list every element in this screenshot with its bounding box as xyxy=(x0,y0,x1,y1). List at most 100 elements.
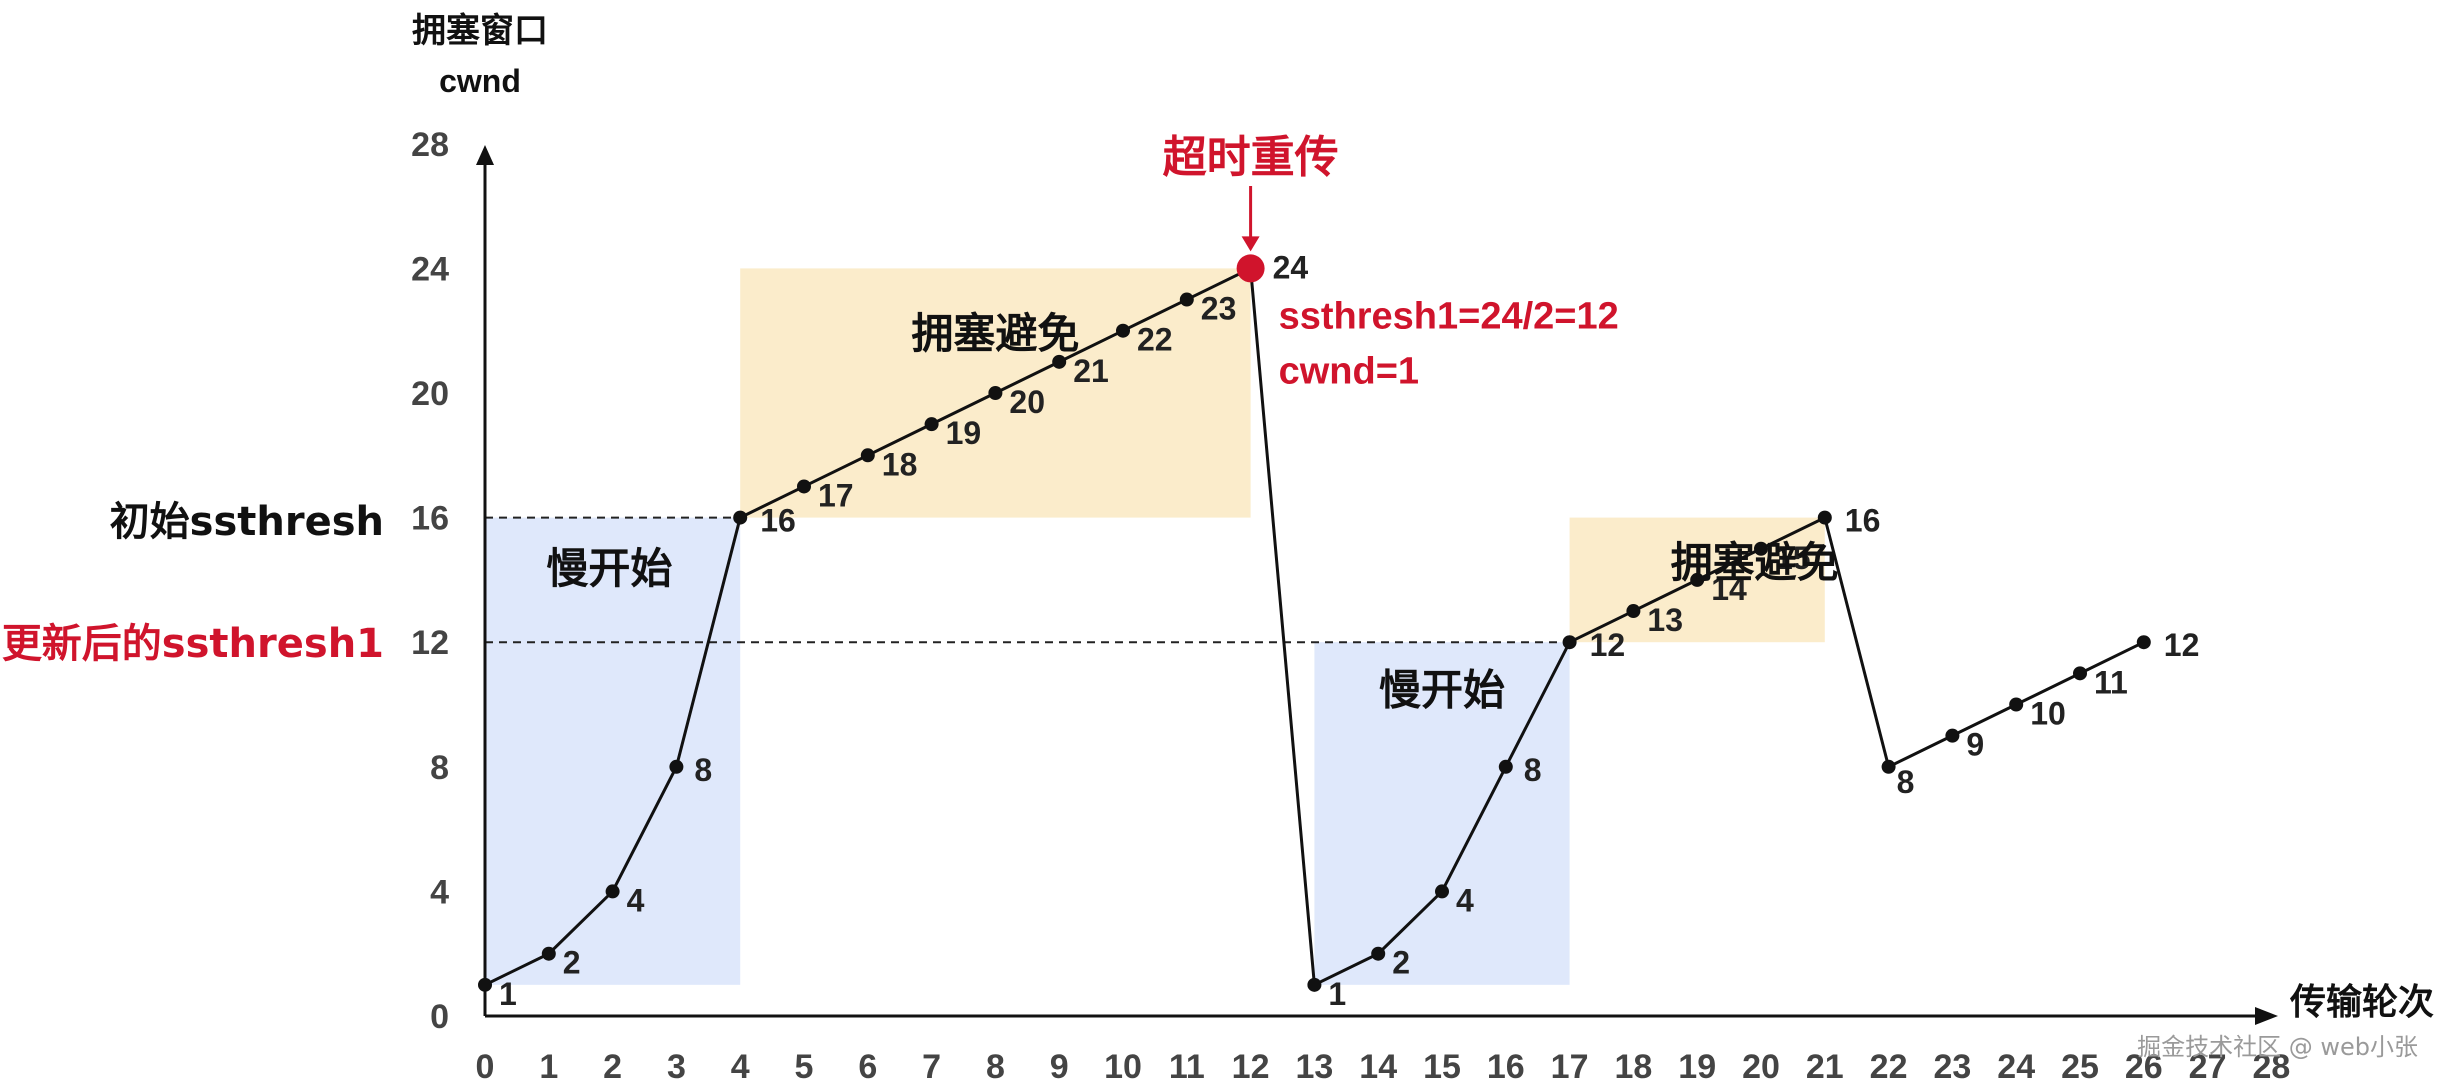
y-tick-label: 4 xyxy=(430,873,449,911)
y-tick-label: 28 xyxy=(411,126,449,164)
point-value-label: 13 xyxy=(1647,602,1683,638)
point-value-label: 15 xyxy=(1775,540,1811,576)
point-value-label: 14 xyxy=(1711,571,1747,607)
point-value-label: 8 xyxy=(694,752,712,788)
timeout-arrow-head-icon xyxy=(1241,236,1260,252)
x-tick-label: 3 xyxy=(667,1048,686,1086)
ssthresh-formula: ssthresh1=24/2=12 xyxy=(1279,295,1619,337)
y-axis-arrow-icon xyxy=(476,145,494,165)
x-tick-label: 7 xyxy=(922,1048,941,1086)
point-value-label: 23 xyxy=(1201,291,1237,327)
point-value-label: 4 xyxy=(1456,882,1474,918)
point-value-label: 12 xyxy=(1590,627,1626,663)
y-axis-title: 拥塞窗口 xyxy=(412,11,548,51)
point-value-label: 9 xyxy=(1966,727,1984,763)
x-tick-label: 17 xyxy=(1551,1048,1589,1086)
data-point xyxy=(1881,759,1896,774)
point-value-label: 1 xyxy=(1328,976,1346,1012)
data-point xyxy=(605,884,620,899)
x-tick-label: 20 xyxy=(1742,1048,1780,1086)
x-tick-label: 15 xyxy=(1423,1048,1461,1086)
slow-start-label-2: 慢开始 xyxy=(1379,666,1505,715)
x-tick-label: 18 xyxy=(1614,1048,1652,1086)
slow-start-label: 慢开始 xyxy=(546,544,672,593)
data-point xyxy=(1307,977,1322,992)
x-tick-label: 24 xyxy=(1997,1048,2035,1086)
point-value-label: 24 xyxy=(1273,249,1309,285)
data-point xyxy=(1626,604,1641,619)
data-point xyxy=(1435,884,1449,899)
data-point xyxy=(2009,697,2024,712)
x-tick-label: 21 xyxy=(1806,1048,1844,1086)
point-value-label: 11 xyxy=(2094,664,2128,700)
slow-start-region xyxy=(1314,642,1570,985)
series-layer xyxy=(478,254,2151,992)
data-point xyxy=(1116,323,1130,338)
y-tick-label: 24 xyxy=(411,250,449,288)
x-tick-label: 5 xyxy=(795,1048,814,1086)
x-tick-label: 19 xyxy=(1678,1048,1716,1086)
x-tick-label: 1 xyxy=(539,1048,558,1086)
data-point xyxy=(1754,541,1768,556)
data-point xyxy=(2073,666,2087,681)
x-tick-label: 2 xyxy=(603,1048,622,1086)
x-tick-label: 0 xyxy=(476,1048,495,1086)
y-tick-label: 12 xyxy=(411,624,449,662)
point-value-label: 18 xyxy=(882,446,918,482)
y-tick-label: 8 xyxy=(430,749,449,787)
timeout-point xyxy=(1236,254,1265,283)
data-point xyxy=(1498,759,1513,774)
updated-ssthresh-label: 更新后的ssthresh1 xyxy=(2,621,384,667)
y-tick-label: 16 xyxy=(411,500,449,538)
point-value-label: 16 xyxy=(760,503,796,539)
data-point xyxy=(733,510,748,525)
congestion-avoidance-label-2: 拥塞避免 xyxy=(1671,538,1839,587)
threshold-lines xyxy=(485,516,1570,644)
x-tick-label: 4 xyxy=(731,1048,750,1086)
slow-start-region xyxy=(485,517,741,985)
x-tick-label: 6 xyxy=(858,1048,877,1086)
timeout-label: 超时重传 xyxy=(1163,132,1339,183)
data-point xyxy=(1052,354,1067,369)
data-point xyxy=(924,417,939,432)
congestion-avoidance-label: 拥塞避免 xyxy=(911,309,1079,358)
point-value-label: 8 xyxy=(1524,752,1542,788)
point-value-label: 17 xyxy=(818,477,854,513)
x-axis-arrow-icon xyxy=(2255,1007,2278,1025)
x-tick-label: 22 xyxy=(1870,1048,1908,1086)
timeout-arrow-icon xyxy=(1241,186,1260,252)
data-point xyxy=(1817,510,1832,525)
data-point xyxy=(1562,635,1577,650)
data-labels: 1248161718192021222324124812131415168910… xyxy=(499,249,2199,1011)
x-tick-label: 16 xyxy=(1487,1048,1525,1086)
x-tick-label: 13 xyxy=(1295,1048,1333,1086)
point-value-label: 12 xyxy=(2164,627,2200,663)
point-value-label: 1 xyxy=(499,976,517,1012)
point-value-label: 20 xyxy=(1009,384,1045,420)
x-tick-label: 8 xyxy=(986,1048,1005,1086)
y-tick-label: 20 xyxy=(411,375,449,413)
data-point xyxy=(478,977,492,992)
point-value-label: 16 xyxy=(1845,503,1881,539)
data-point xyxy=(2136,635,2151,650)
x-tick-label: 11 xyxy=(1169,1048,1205,1086)
point-value-label: 22 xyxy=(1137,322,1173,358)
data-point xyxy=(797,479,811,494)
x-tick-label: 26 xyxy=(2125,1048,2163,1086)
point-value-label: 2 xyxy=(563,945,581,981)
x-tick-label: 9 xyxy=(1050,1048,1069,1086)
x-tick-label: 25 xyxy=(2061,1048,2099,1086)
point-value-label: 10 xyxy=(2030,696,2066,732)
x-tick-label: 27 xyxy=(2189,1048,2227,1086)
point-value-label: 19 xyxy=(946,415,982,451)
data-point xyxy=(860,448,875,463)
x-tick-label: 10 xyxy=(1104,1048,1142,1086)
data-point xyxy=(1371,946,1386,961)
cwnd-reset-label: cwnd=1 xyxy=(1279,350,1419,392)
x-axis-title: 传输轮次 xyxy=(2289,982,2434,1023)
x-tick-label: 12 xyxy=(1232,1048,1270,1086)
point-value-label: 21 xyxy=(1073,353,1109,389)
data-point xyxy=(541,946,556,961)
